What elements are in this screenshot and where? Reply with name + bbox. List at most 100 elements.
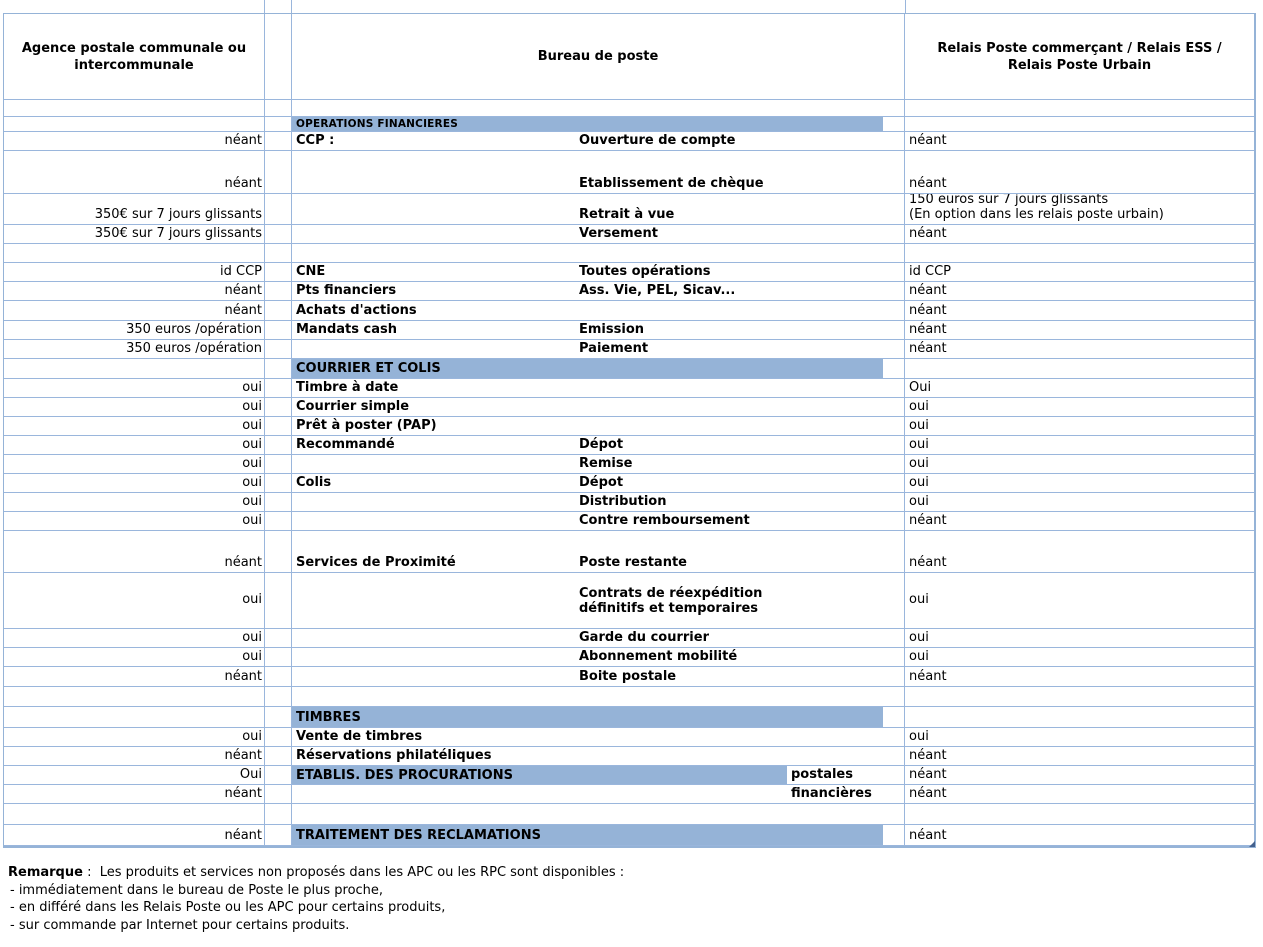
cell-bureau[interactable]: OPERATIONS FINANCIERES xyxy=(292,117,905,131)
cell-bureau[interactable]: Vente de timbres xyxy=(292,728,905,746)
cell-bureau[interactable] xyxy=(292,244,905,262)
cell-relais[interactable]: oui xyxy=(905,474,1254,492)
cell-apc[interactable]: néant xyxy=(4,301,265,320)
cell-apc[interactable]: 350 euros /opération xyxy=(4,321,265,339)
cell-apc[interactable]: néant xyxy=(4,785,265,803)
cell-apc[interactable]: néant xyxy=(4,531,265,572)
cell-relais[interactable] xyxy=(905,687,1254,706)
cell-apc[interactable] xyxy=(4,804,265,824)
cell-relais[interactable]: néant xyxy=(905,225,1254,243)
cell-relais[interactable] xyxy=(905,804,1254,824)
cell-relais[interactable]: néant xyxy=(905,132,1254,150)
cell-apc[interactable]: 350€ sur 7 jours glissants xyxy=(4,194,265,224)
cell-relais[interactable] xyxy=(905,707,1254,727)
header-relais-cell[interactable]: Relais Poste commerçant / Relais ESS / R… xyxy=(905,14,1254,99)
cell-bureau[interactable]: Garde du courrier xyxy=(292,629,905,647)
cell-relais[interactable]: néant xyxy=(905,766,1254,784)
cell-apc[interactable]: néant xyxy=(4,825,265,845)
cell-bureau[interactable]: ETABLIS. DES PROCURATIONS postales xyxy=(292,766,905,784)
table-resize-handle[interactable] xyxy=(1249,841,1255,847)
cell-bureau[interactable] xyxy=(292,100,905,116)
cell-apc[interactable]: 350€ sur 7 jours glissants xyxy=(4,225,265,243)
cell-relais[interactable]: oui xyxy=(905,573,1254,628)
cell-apc[interactable] xyxy=(4,707,265,727)
cell-apc[interactable]: néant xyxy=(4,282,265,300)
cell-bureau[interactable]: Contre remboursement xyxy=(292,512,905,530)
cell-apc[interactable]: oui xyxy=(4,379,265,397)
cell-relais[interactable]: oui xyxy=(905,648,1254,666)
cell-bureau[interactable]: CCP : Ouverture de compte xyxy=(292,132,905,150)
cell-relais[interactable]: 150 euros sur 7 jours glissants (En opti… xyxy=(905,194,1254,224)
cell-apc[interactable]: Oui xyxy=(4,766,265,784)
cell-apc[interactable]: oui xyxy=(4,474,265,492)
cell-bureau[interactable]: Boite postale xyxy=(292,667,905,686)
cell-bureau[interactable]: Versement xyxy=(292,225,905,243)
cell-relais[interactable]: néant xyxy=(905,785,1254,803)
cell-relais[interactable] xyxy=(905,100,1254,116)
cell-relais[interactable]: néant xyxy=(905,340,1254,358)
cell-apc[interactable]: oui xyxy=(4,455,265,473)
cell-apc[interactable]: oui xyxy=(4,493,265,511)
cell-apc[interactable]: oui xyxy=(4,398,265,416)
cell-bureau[interactable]: Prêt à poster (PAP) xyxy=(292,417,905,435)
cell-bureau[interactable]: Pts financiers Ass. Vie, PEL, Sicav... xyxy=(292,282,905,300)
cell-bureau[interactable]: TRAITEMENT DES RECLAMATIONS xyxy=(292,825,905,845)
cell-bureau[interactable]: Retrait à vue xyxy=(292,194,905,224)
cell-bureau[interactable]: Etablissement de chèque xyxy=(292,151,905,193)
cell-bureau[interactable] xyxy=(292,687,905,706)
cell-apc[interactable] xyxy=(4,687,265,706)
cell-bureau[interactable]: Timbre à date xyxy=(292,379,905,397)
cell-relais[interactable]: néant xyxy=(905,825,1254,845)
cell-relais[interactable]: oui xyxy=(905,629,1254,647)
cell-bureau[interactable]: Achats d'actions xyxy=(292,301,905,320)
cell-relais[interactable]: néant xyxy=(905,321,1254,339)
cell-bureau[interactable]: Contrats de réexpédition définitifs et t… xyxy=(292,573,905,628)
cell-apc[interactable]: oui xyxy=(4,512,265,530)
cell-relais[interactable]: Oui xyxy=(905,379,1254,397)
cell-apc[interactable]: id CCP xyxy=(4,263,265,281)
cell-bureau[interactable]: Recommandé Dépot xyxy=(292,436,905,454)
cell-relais[interactable]: néant xyxy=(905,301,1254,320)
cell-bureau[interactable]: Colis Dépot xyxy=(292,474,905,492)
cell-apc[interactable]: 350 euros /opération xyxy=(4,340,265,358)
cell-apc[interactable]: oui xyxy=(4,417,265,435)
cell-relais[interactable]: néant xyxy=(905,667,1254,686)
cell-relais[interactable] xyxy=(905,359,1254,378)
cell-apc[interactable]: oui xyxy=(4,573,265,628)
cell-bureau[interactable]: Paiement xyxy=(292,340,905,358)
cell-bureau[interactable]: CNE Toutes opérations xyxy=(292,263,905,281)
cell-relais[interactable]: oui xyxy=(905,728,1254,746)
cell-apc[interactable]: néant xyxy=(4,747,265,765)
cell-bureau[interactable]: Mandats cash Emission xyxy=(292,321,905,339)
cell-bureau[interactable] xyxy=(292,804,905,824)
cell-relais[interactable] xyxy=(905,244,1254,262)
cell-apc[interactable]: oui xyxy=(4,629,265,647)
cell-relais[interactable]: oui xyxy=(905,398,1254,416)
cell-relais[interactable]: oui xyxy=(905,493,1254,511)
cell-bureau[interactable]: Abonnement mobilité xyxy=(292,648,905,666)
cell-relais[interactable] xyxy=(905,117,1254,131)
cell-apc[interactable]: néant xyxy=(4,151,265,193)
cell-relais[interactable]: néant xyxy=(905,282,1254,300)
cell-apc[interactable]: néant xyxy=(4,667,265,686)
cell-bureau[interactable]: Réservations philatéliques xyxy=(292,747,905,765)
cell-relais[interactable]: oui xyxy=(905,455,1254,473)
cell-bureau[interactable]: Services de Proximité Poste restante xyxy=(292,531,905,572)
header-apc-cell[interactable]: Agence postale communale ou intercommuna… xyxy=(4,14,265,99)
cell-relais[interactable]: néant xyxy=(905,151,1254,193)
cell-apc[interactable]: oui xyxy=(4,728,265,746)
cell-apc[interactable] xyxy=(4,244,265,262)
cell-apc[interactable]: néant xyxy=(4,132,265,150)
cell-relais[interactable]: néant xyxy=(905,531,1254,572)
cell-apc[interactable]: oui xyxy=(4,436,265,454)
header-bureau-cell[interactable]: Bureau de poste xyxy=(292,14,905,99)
cell-apc[interactable] xyxy=(4,100,265,116)
cell-relais[interactable]: néant xyxy=(905,512,1254,530)
cell-relais[interactable]: oui xyxy=(905,417,1254,435)
cell-bureau[interactable]: Distribution xyxy=(292,493,905,511)
cell-relais[interactable]: néant xyxy=(905,747,1254,765)
cell-bureau[interactable]: COURRIER ET COLIS xyxy=(292,359,905,378)
cell-apc[interactable] xyxy=(4,359,265,378)
cell-bureau[interactable]: Courrier simple xyxy=(292,398,905,416)
cell-relais[interactable]: id CCP xyxy=(905,263,1254,281)
